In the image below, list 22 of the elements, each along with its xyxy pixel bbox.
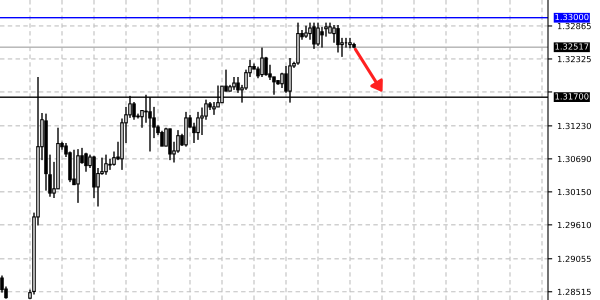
ref-line-label: 1.33000 [555,14,588,20]
y-tick-label: 1.29610 [558,222,591,228]
y-tick-label: 1.28515 [558,288,591,296]
candlestick [260,46,264,78]
ref-line-label: 1.32517 [555,43,588,50]
candlestick [336,24,340,54]
y-tick-label: 1.30150 [558,188,591,196]
candlestick [76,148,80,204]
y-tick-label: 1.32865 [558,22,591,30]
y-tick-label: 1.32325 [558,56,591,62]
candlestick [104,154,108,176]
candlestick [296,22,300,66]
ref-line-label: 1.31700 [555,93,588,100]
y-tick-label: 1.31230 [558,122,591,130]
candlestick [196,111,200,141]
candlestick [304,24,308,39]
candlestick [308,22,312,40]
candlestick [312,22,316,50]
candlestick [320,26,324,48]
candlestick [232,76,236,91]
y-tick-label: 1.29055 [558,256,591,262]
y-tick-label: 1.30690 [558,156,591,162]
